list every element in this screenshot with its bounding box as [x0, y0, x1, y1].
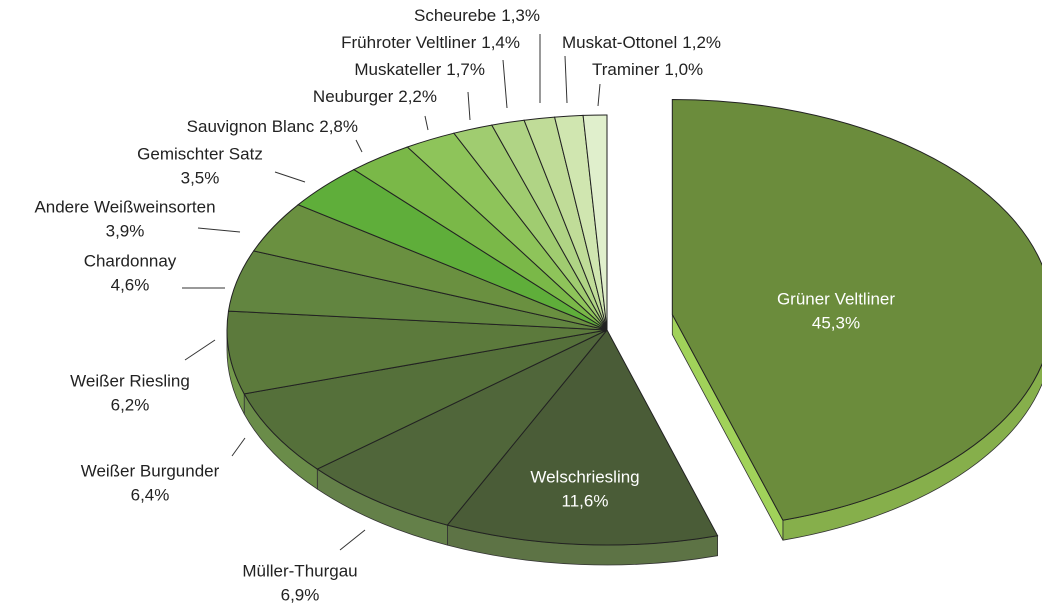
- category-name: Muskat-Ottonel: [562, 33, 677, 52]
- category-name: Neuburger: [313, 87, 394, 106]
- slice-label: Muskateller 1,7%: [354, 60, 485, 79]
- category-name: Scheurebe: [414, 6, 496, 25]
- slice: [316, 329, 608, 526]
- slice-label: Frühroter Veltliner 1,4%: [341, 33, 520, 52]
- slice: [226, 310, 608, 395]
- value-label: 6,2%: [111, 395, 150, 414]
- value-label: 11,6%: [562, 491, 609, 510]
- slice: [671, 98, 1042, 521]
- value-label: 45,3%: [812, 313, 860, 332]
- category-name: Sauvignon Blanc: [187, 117, 315, 136]
- value-label: 2,2%: [398, 87, 437, 106]
- slice-label: Sauvignon Blanc 2,8%: [187, 117, 358, 136]
- category-name: Traminer: [592, 60, 660, 79]
- leader-line: [564, 55, 568, 104]
- slice-label: Andere Weißweinsorten: [34, 197, 215, 216]
- value-label: 3,9%: [106, 221, 145, 240]
- leader-line: [424, 115, 429, 131]
- leader-line: [597, 83, 601, 107]
- leader-line: [502, 59, 508, 109]
- slice-label: Neuburger 2,2%: [313, 87, 437, 106]
- slice: [582, 114, 608, 331]
- slice-label: Chardonnay: [84, 251, 177, 270]
- category-name: Muskateller: [354, 60, 441, 79]
- leader-line: [339, 529, 366, 551]
- slice-label: Grüner Veltliner: [777, 289, 895, 308]
- leader-line: [355, 139, 363, 153]
- slice-label: Weißer Riesling: [70, 371, 190, 390]
- slice-label: Traminer 1,0%: [592, 60, 703, 79]
- leader-line: [467, 91, 471, 121]
- value-label: 6,4%: [131, 485, 170, 504]
- slice-label: Gemischter Satz: [137, 144, 263, 163]
- slice: [446, 329, 719, 546]
- value-label: 1,7%: [446, 60, 485, 79]
- slice-label: Welschriesling: [530, 467, 639, 486]
- value-label: 1,3%: [501, 6, 540, 25]
- value-label: 3,5%: [181, 168, 220, 187]
- value-label: 6,9%: [281, 585, 320, 604]
- value-label: 1,4%: [481, 33, 520, 52]
- value-label: 4,6%: [111, 275, 150, 294]
- slice-label: Müller-Thurgau: [242, 561, 357, 580]
- slice-label: Scheurebe 1,3%: [414, 6, 540, 25]
- value-label: 1,2%: [682, 33, 721, 52]
- leader-line: [184, 339, 216, 361]
- leader-line: [274, 171, 306, 183]
- slice-label: Weißer Burgunder: [81, 461, 220, 480]
- value-label: 2,8%: [319, 117, 358, 136]
- value-label: 1,0%: [664, 60, 703, 79]
- slice: [243, 329, 608, 470]
- leader-line: [197, 227, 241, 233]
- category-name: Frühroter Veltliner: [341, 33, 476, 52]
- leader-line: [231, 437, 246, 457]
- slice-label: Muskat-Ottonel 1,2%: [562, 33, 721, 52]
